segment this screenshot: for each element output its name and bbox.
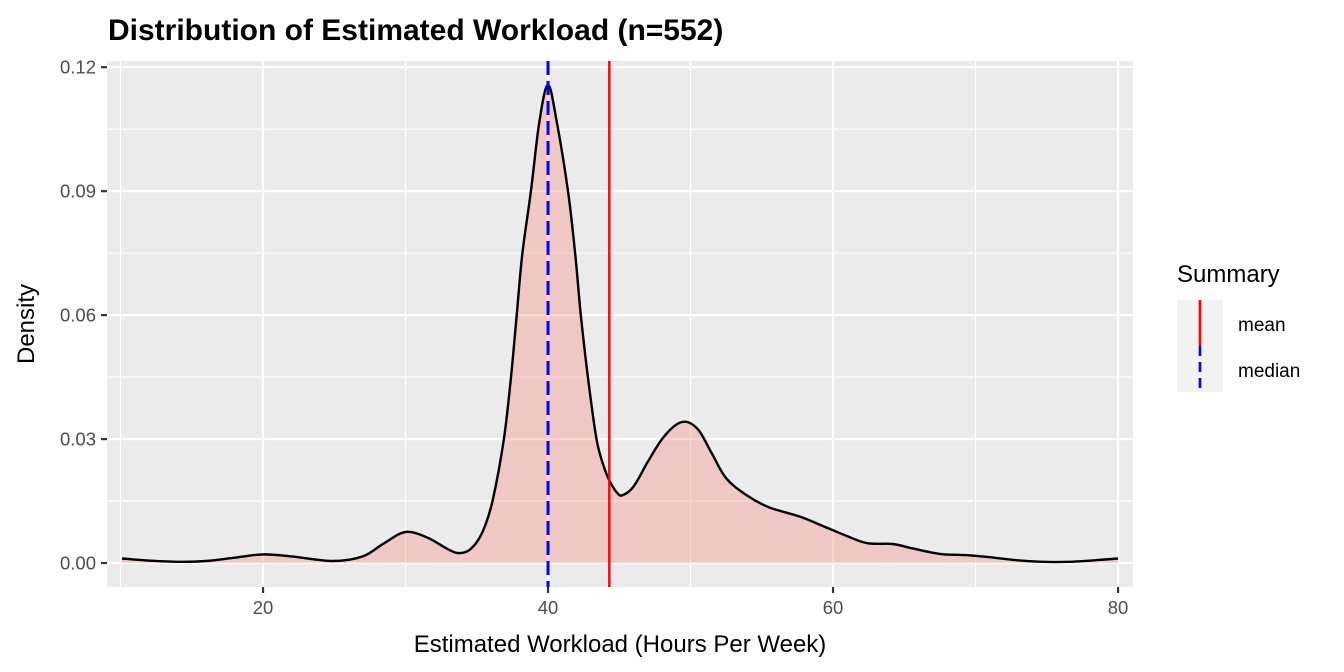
major-gridlines (107, 61, 1133, 587)
plot-panel (107, 61, 1133, 587)
y-tick-label: 0.06 (60, 305, 96, 326)
x-tick-label: 80 (1108, 597, 1129, 618)
x-tick-label: 60 (823, 597, 844, 618)
legend-label-median: median (1238, 361, 1300, 382)
chart-title: Distribution of Estimated Workload (n=55… (108, 14, 723, 47)
minor-gridlines (107, 61, 1133, 587)
x-axis-title: Estimated Workload (Hours Per Week) (414, 631, 827, 658)
y-axis-title: Density (13, 284, 40, 364)
y-tick-label: 0.00 (60, 553, 96, 574)
y-tick-label: 0.09 (60, 181, 96, 202)
legend-label-mean: mean (1238, 315, 1286, 336)
density-curve-line (121, 83, 1119, 564)
x-axis: 20 40 60 80 (253, 587, 1129, 618)
x-tick-label: 40 (538, 597, 559, 618)
x-tick-label: 20 (253, 597, 274, 618)
legend: Summary mean median (1177, 261, 1300, 392)
y-axis: 0.00 0.03 0.06 0.09 0.12 (60, 57, 107, 574)
y-tick-label: 0.12 (60, 57, 96, 78)
y-tick-label: 0.03 (60, 429, 96, 450)
legend-title: Summary (1177, 261, 1280, 288)
